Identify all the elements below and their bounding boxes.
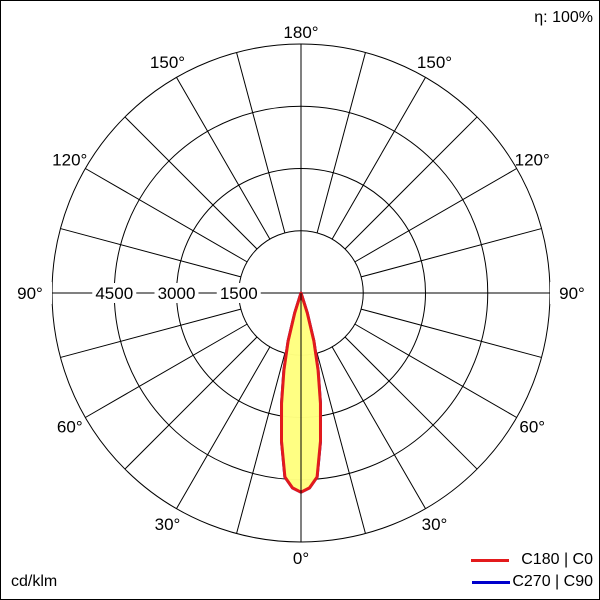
grid-radial-line xyxy=(60,308,242,358)
grid-radial-line xyxy=(176,346,271,509)
angle-label: 60° xyxy=(57,418,83,437)
legend-item-c270-c90: C270 | C90 xyxy=(472,573,593,591)
grid-radial-line xyxy=(60,228,242,278)
grid-radial-line xyxy=(316,352,366,534)
grid-radial-line xyxy=(360,308,542,358)
angle-label: 30° xyxy=(155,515,181,534)
angle-label: 150° xyxy=(417,53,452,72)
grid-radial-line xyxy=(331,346,426,509)
angle-label: 120° xyxy=(52,151,87,170)
angle-label: 0° xyxy=(293,549,309,568)
angle-label: 120° xyxy=(515,151,550,170)
grid-radial-line xyxy=(354,168,517,263)
legend-label: C180 | C0 xyxy=(521,551,593,568)
angle-label: 30° xyxy=(422,515,448,534)
grid-radial-line xyxy=(124,116,258,250)
grid-radial-line xyxy=(236,52,286,234)
angle-label: 150° xyxy=(150,53,185,72)
grid-radial-line xyxy=(360,228,542,278)
angle-label-bg xyxy=(550,282,594,304)
grid-radial-line xyxy=(124,336,258,470)
efficiency-label: η: 100% xyxy=(534,9,593,26)
radial-tick-label: 3000 xyxy=(158,284,196,303)
angle-label: 90° xyxy=(559,284,585,303)
legend-swatch-blue xyxy=(472,580,511,584)
unit-label: cd/klm xyxy=(11,573,58,590)
legend-swatch-red xyxy=(471,558,510,562)
angle-label: 60° xyxy=(519,418,545,437)
grid-radial-line xyxy=(176,77,271,240)
grid-radial-line xyxy=(344,336,478,470)
tick-label-bg xyxy=(154,283,199,303)
grid-radial-line xyxy=(316,52,366,234)
tick-label-bg xyxy=(216,283,261,303)
grid-radial-line xyxy=(85,323,248,418)
grid-radial-line xyxy=(236,352,286,534)
legend-label: C270 | C90 xyxy=(512,573,593,590)
radial-tick-label: 1500 xyxy=(220,284,258,303)
angle-label: 90° xyxy=(17,284,43,303)
grid-radial-line xyxy=(331,77,426,240)
grid-radial-line xyxy=(85,168,248,263)
angle-label-bg xyxy=(8,282,52,304)
tick-label-bg xyxy=(92,283,137,303)
radial-tick-label: 4500 xyxy=(95,284,133,303)
grid-radial-line xyxy=(344,116,478,250)
angle-label: 180° xyxy=(283,23,318,42)
legend-item-c180-c0: C180 | C0 xyxy=(471,551,593,569)
grid-radial-line xyxy=(354,323,517,418)
